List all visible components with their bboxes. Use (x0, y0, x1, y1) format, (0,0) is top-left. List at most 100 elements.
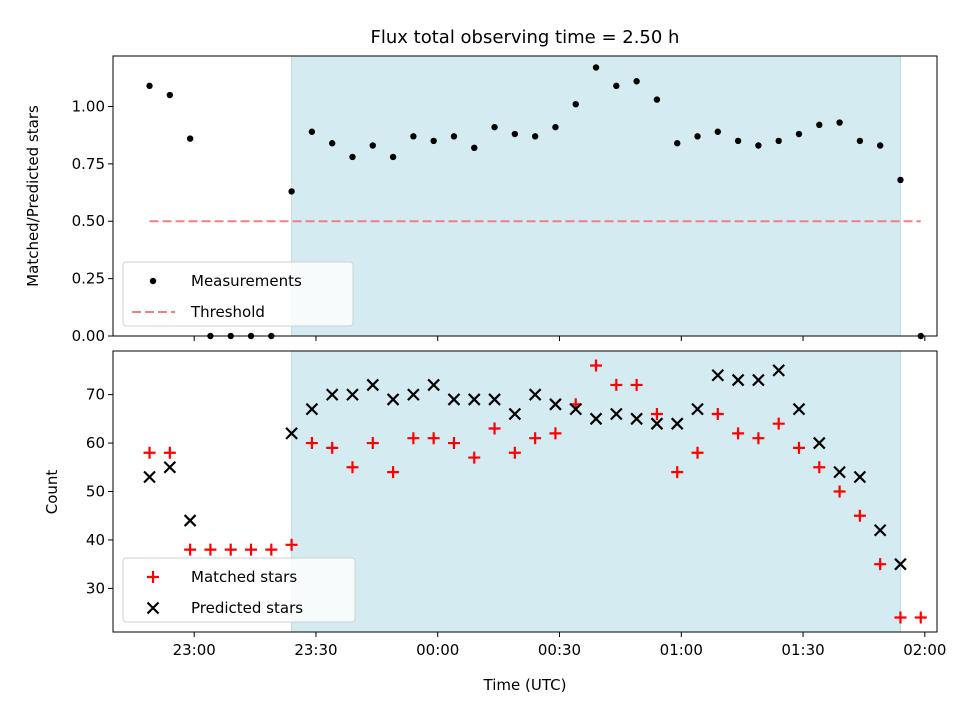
data-point (549, 398, 562, 411)
y-tick-label: 0.50 (72, 212, 105, 230)
data-point (410, 133, 417, 140)
y-tick-label: 0.00 (72, 327, 105, 345)
data-point (795, 130, 803, 138)
data-point (328, 140, 336, 147)
data-point (427, 432, 440, 445)
data-point (326, 441, 339, 454)
data-point (674, 140, 681, 147)
data-point (691, 446, 704, 459)
data-point (471, 144, 478, 152)
data-point (285, 427, 298, 440)
y-tick-label: 0.25 (72, 270, 105, 288)
data-point (491, 123, 498, 131)
y-tick-label: 1.00 (72, 97, 105, 115)
data-point (833, 465, 846, 479)
legend-swatch (147, 571, 159, 583)
data-point (755, 142, 762, 149)
data-point (308, 128, 316, 135)
y-tick-label: 40 (86, 531, 105, 549)
data-point (731, 373, 745, 387)
data-point (488, 422, 501, 435)
data-point (650, 407, 663, 420)
data-point (349, 153, 356, 161)
data-point (691, 402, 704, 416)
data-point (714, 128, 722, 135)
data-point (816, 121, 823, 129)
data-point (590, 359, 603, 372)
data-point (836, 119, 843, 126)
data-point (734, 137, 742, 145)
data-point (450, 133, 458, 140)
panel-2: 30 40 50 60 70 23:00 23:30 00:00 00:30 01:00 01:30… (86, 350, 946, 659)
y-tick-label: 50 (86, 483, 105, 501)
legend-label: Matched stars (191, 568, 297, 586)
plot-frame (112, 350, 938, 633)
plot-frame (112, 55, 938, 337)
data-point (447, 437, 460, 450)
data-point (694, 133, 701, 140)
data-point (288, 188, 295, 195)
x-tick-label: 23:30 (294, 641, 337, 659)
data-point (430, 137, 437, 145)
x-tick-label: 23:00 (173, 641, 216, 659)
data-point (467, 393, 481, 406)
data-point (528, 388, 542, 401)
data-point (325, 388, 339, 401)
x-axis-label: Time (UTC) (483, 676, 567, 694)
data-point (305, 437, 318, 450)
data-point (633, 78, 640, 85)
x-tick-label: 01:00 (660, 641, 703, 659)
data-point (407, 432, 420, 445)
data-point (670, 417, 684, 430)
data-point (732, 427, 745, 440)
data-point (856, 137, 864, 145)
data-point (874, 558, 887, 571)
data-point (589, 412, 603, 426)
data-point (711, 407, 724, 420)
data-point (369, 142, 376, 149)
data-point (914, 611, 927, 624)
data-point (775, 137, 782, 145)
data-point (813, 436, 826, 450)
data-point (447, 393, 461, 406)
series-matched-stars (143, 359, 927, 624)
data-point (876, 142, 884, 149)
data-point (407, 388, 420, 401)
data-point (772, 364, 785, 377)
y-tick-label: 30 (86, 579, 105, 597)
data-point (488, 393, 501, 406)
data-point (792, 402, 806, 416)
data-point (184, 543, 197, 556)
data-point (166, 91, 174, 99)
data-point (508, 407, 522, 421)
top-ylabel: Matched/Predicted stars (24, 105, 42, 287)
data-point (529, 432, 542, 445)
data-point (752, 432, 765, 445)
legend: Matched stars Predicted stars (122, 557, 356, 623)
data-point (610, 407, 623, 421)
data-point (592, 64, 600, 71)
data-point (894, 611, 907, 624)
data-point (163, 446, 176, 459)
data-point (387, 466, 400, 479)
x-tick-label: 02:00 (903, 641, 946, 659)
data-point (468, 451, 481, 464)
data-point (752, 373, 765, 387)
data-point (427, 378, 440, 392)
data-point (853, 470, 867, 484)
panel-1: 0.00 0.25 0.50 0.75 1.00 Measurements Threshol… (72, 55, 938, 345)
data-point (630, 412, 643, 426)
data-point (572, 100, 579, 108)
data-point (163, 460, 177, 474)
data-point (305, 402, 319, 416)
data-point (245, 543, 258, 556)
shaded-region (291, 350, 901, 633)
x-tick-label: 00:00 (416, 641, 459, 659)
y-tick-label: 0.75 (72, 155, 105, 173)
data-point (386, 393, 400, 406)
data-point (894, 557, 907, 571)
series-predicted-stars (143, 364, 907, 571)
data-point (511, 130, 519, 138)
data-point (183, 514, 197, 527)
